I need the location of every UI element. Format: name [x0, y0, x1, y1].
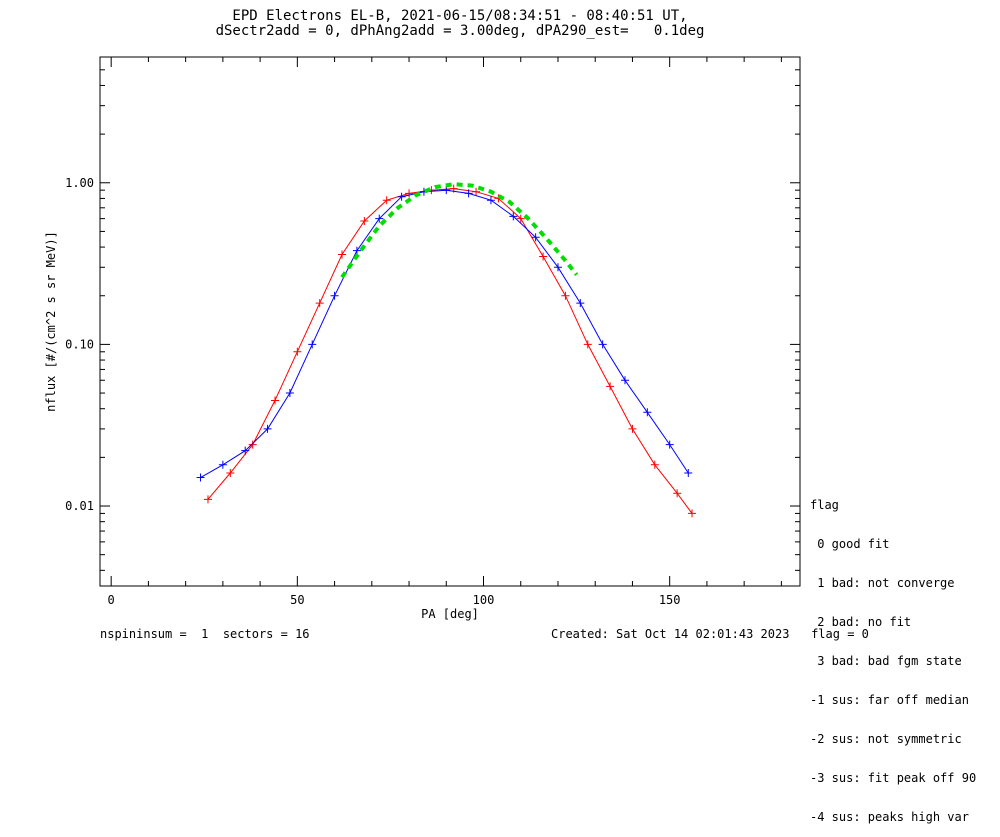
legend-item: 2 bad: no fit: [810, 615, 912, 629]
data-point: [382, 196, 391, 205]
data-point: [561, 291, 570, 300]
series-line-blue: [200, 189, 689, 479]
data-point: [650, 460, 659, 469]
data-point: [628, 424, 637, 433]
legend-item: -3 sus: fit peak off 90: [810, 771, 977, 785]
data-point: [621, 376, 629, 385]
footer-info: nspininsum = 1 sectors = 16: [100, 627, 310, 641]
data-point: [606, 382, 615, 391]
data-point: [665, 440, 674, 449]
data-point: [271, 396, 279, 405]
series-line-fit: [340, 182, 579, 279]
y-axis-label: nflux [#/(cm^2 s sr MeV)]: [44, 231, 58, 412]
data-point: [203, 495, 212, 504]
data-point: [598, 340, 607, 349]
legend-item: 0 good fit: [810, 537, 890, 551]
data-point: [673, 489, 682, 498]
data-point: [375, 214, 384, 223]
data-point: [516, 214, 525, 223]
flag-legend: flag 0 good fit 1 bad: not converge 2 ba…: [810, 473, 976, 837]
plot-data-group: [196, 182, 697, 518]
legend-item: -1 sus: far off median: [810, 693, 969, 707]
data-point: [405, 189, 414, 198]
data-point: [285, 389, 294, 398]
legend-item: -4 sus: peaks high var: [810, 810, 969, 824]
data-point: [338, 250, 347, 259]
x-axis-label: PA [deg]: [421, 607, 479, 621]
y-tick-label: 0.10: [65, 337, 94, 351]
data-point: [263, 424, 272, 433]
x-tick-label: 50: [290, 593, 304, 607]
legend-item: -2 sus: not symmetric: [810, 732, 962, 746]
data-point: [688, 509, 697, 518]
data-point: [218, 460, 227, 469]
y-tick-label: 0.01: [65, 499, 94, 513]
data-point: [583, 340, 592, 349]
data-point: [553, 263, 562, 272]
data-point: [539, 252, 548, 261]
data-point: [308, 340, 317, 349]
data-point: [293, 347, 302, 356]
data-point: [472, 187, 481, 196]
data-point: [531, 233, 540, 242]
plot-frame: [99, 56, 801, 587]
chart-title-line-1: EPD Electrons EL-B, 2021-06-15/08:34:51 …: [232, 8, 688, 24]
data-point: [486, 196, 495, 205]
data-point: [330, 291, 339, 300]
data-point: [352, 246, 361, 255]
data-point: [643, 408, 652, 417]
data-point: [576, 299, 585, 308]
legend-heading: flag: [810, 498, 839, 512]
data-point: [241, 446, 250, 455]
legend-item: 3 bad: bad fgm state: [810, 654, 962, 668]
data-point: [464, 189, 473, 198]
data-point: [196, 473, 205, 482]
data-point: [442, 186, 451, 195]
legend-item: 1 bad: not converge: [810, 576, 955, 590]
chart-area: 0 50 100 150 0.01 0.10 1.00 PA [deg] nflux [#/…: [44, 56, 801, 621]
footer-created: Created: Sat Oct 14 02:01:43 2023 flag =…: [551, 627, 869, 641]
data-point: [684, 469, 693, 478]
x-tick-label: 150: [659, 593, 681, 607]
x-tick-label: 100: [473, 593, 495, 607]
y-tick-label: 1.00: [65, 176, 94, 190]
chart-title-line-2: dSectr2add = 0, dPhAng2add = 3.00deg, dP…: [215, 23, 705, 39]
data-point: [509, 212, 518, 221]
data-point: [226, 469, 235, 478]
series-line-red: [207, 188, 693, 514]
data-point: [360, 217, 369, 226]
x-tick-label: 0: [108, 593, 115, 607]
data-point: [248, 440, 257, 449]
data-point: [315, 299, 324, 308]
data-point: [397, 192, 406, 201]
